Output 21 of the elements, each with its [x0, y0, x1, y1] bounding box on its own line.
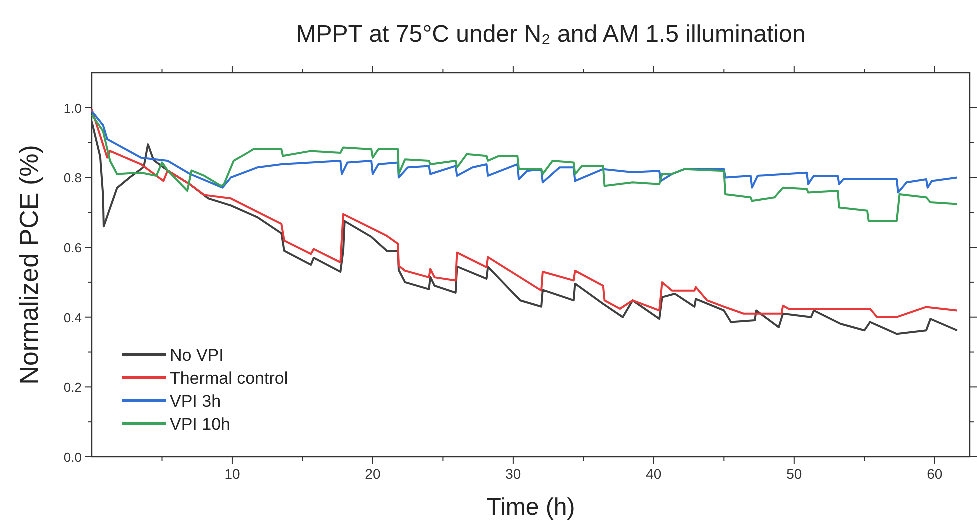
y-tick-label: 0.0 [64, 450, 82, 465]
y-tick-label: 0.2 [64, 380, 82, 396]
legend-label: Thermal control [170, 369, 288, 388]
x-tick-label: 20 [365, 466, 381, 482]
line-series [91, 110, 958, 194]
legend-label: VPI 10h [170, 415, 230, 434]
x-axis-title: Time (h) [486, 494, 576, 521]
line-series [91, 114, 958, 222]
y-tick-label: 0.4 [64, 310, 82, 326]
x-tick-label: 30 [506, 466, 522, 482]
x-tick-label: 10 [224, 466, 240, 482]
y-tick-label: 0.6 [64, 240, 82, 256]
x-tick-label: 50 [786, 466, 802, 482]
legend-label: VPI 3h [170, 392, 222, 411]
x-tick-label: 60 [927, 466, 943, 482]
y-axis-title: Normalized PCE (%) [14, 145, 44, 385]
x-tick-label: 40 [646, 466, 662, 482]
y-tick-label: 0.8 [64, 170, 82, 186]
y-tick-label: 1.0 [64, 100, 82, 116]
chart-title: MPPT at 75°C under N₂ and AM 1.5 illumination [296, 21, 806, 48]
legend-label: No VPI [170, 346, 224, 365]
